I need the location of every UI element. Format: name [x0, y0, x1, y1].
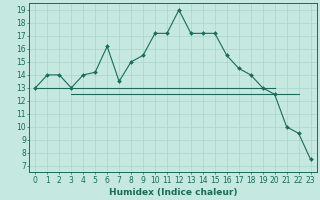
- X-axis label: Humidex (Indice chaleur): Humidex (Indice chaleur): [109, 188, 237, 197]
